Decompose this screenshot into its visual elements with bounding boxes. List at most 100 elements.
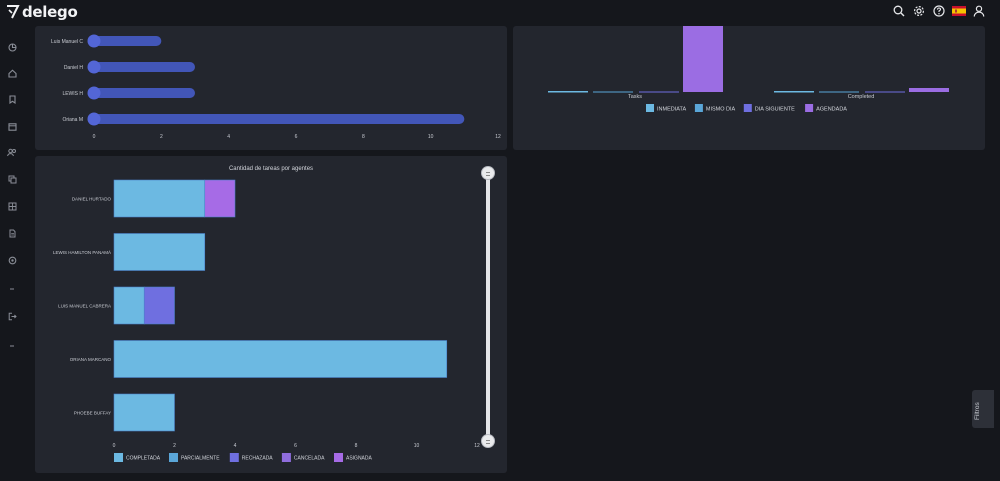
bar-segment [113, 179, 206, 218]
y-tick-label: LUIS MANUEL CABRERA [58, 304, 111, 309]
legend-label: COMPLETADA [126, 456, 161, 462]
calendar-icon[interactable] [6, 120, 18, 132]
x-tick-label: 2 [160, 134, 163, 140]
bar [94, 62, 195, 72]
range-slider-handle-bottom[interactable] [481, 434, 495, 448]
bar-segment [143, 286, 175, 325]
bar-tasks-inmediata [548, 91, 588, 93]
bar-start-marker [87, 34, 101, 48]
x-tick-label: 0 [93, 134, 96, 140]
filters-tab-label: Filtros [974, 402, 981, 420]
settings-icon[interactable] [6, 254, 18, 266]
bar-start-marker [87, 112, 101, 126]
tasks-status-chart: Tasks Completed INMEDIATA MISMO DIA DIA SIGU… [548, 26, 949, 113]
bookmark-icon[interactable] [6, 93, 18, 105]
y-tick-label: Luis Manuel C [51, 39, 83, 45]
x-tick-label: Completed [848, 94, 875, 100]
legend-swatch [743, 104, 752, 112]
x-tick-label: 12 [495, 134, 501, 140]
range-slider[interactable] [481, 166, 495, 448]
legend-swatch [169, 453, 178, 462]
x-tick-label: 10 [414, 443, 420, 449]
x-tick-label: 4 [234, 443, 237, 449]
tasks-per-agent-panel: Cantidad de tareas por agentes DANIEL HUR… [35, 156, 507, 473]
grid-icon[interactable] [6, 200, 18, 212]
legend-swatch [281, 453, 291, 462]
legend-label: RECHAZADA [242, 456, 274, 462]
legend-label: ASIGNADA [346, 456, 373, 462]
gear-icon[interactable] [912, 4, 926, 18]
y-tick-label: ORIANA MARCANO [70, 357, 112, 362]
bar-segment [113, 340, 448, 378]
x-tick-label: 8 [362, 134, 365, 140]
bar-tasks-mismo-dia [593, 91, 633, 93]
flag-es-icon[interactable] [952, 4, 966, 18]
range-slider-handle-top[interactable] [481, 166, 495, 180]
document-icon[interactable] [6, 227, 18, 239]
legend-label: DIA SIGUIENTE [755, 107, 795, 113]
user-icon[interactable] [972, 4, 986, 18]
tasks-status-panel: Tasks Completed INMEDIATA MISMO DIA DIA SIGU… [513, 26, 985, 150]
dashboard-icon[interactable] [6, 41, 18, 53]
bar-segment [113, 233, 206, 271]
legend-swatch [334, 453, 343, 462]
x-tick-label: 4 [227, 134, 230, 140]
legend-label: INMEDIATA [657, 107, 686, 113]
bar-completed-agendada [909, 88, 949, 92]
bar-segment [204, 179, 236, 218]
app-logo[interactable]: delego [6, 3, 78, 21]
bar-tasks-dia-siguiente [639, 91, 679, 93]
legend-label: CANCELADA [294, 456, 325, 462]
chart-title: Cantidad de tareas por agentes [229, 166, 313, 172]
delego-logo-icon [7, 5, 20, 19]
dash-icon [6, 340, 18, 352]
x-tick-label: 6 [294, 443, 297, 449]
bar [94, 114, 465, 124]
x-tick-label: Tasks [628, 94, 642, 100]
header-actions [892, 4, 986, 18]
bar-completed-mismo-dia [819, 91, 859, 93]
legend-label: PARCIALMENTE [181, 456, 220, 462]
x-tick-label: 8 [355, 443, 358, 449]
logout-icon[interactable] [6, 310, 18, 322]
x-tick-label: 6 [295, 134, 298, 140]
legend-swatch [694, 104, 703, 112]
sidebar [0, 24, 26, 481]
range-slider-track[interactable] [486, 172, 490, 440]
bar-completed-dia-siguiente [865, 91, 905, 93]
search-icon[interactable] [892, 4, 906, 18]
y-tick-label: Daniel H [64, 65, 84, 71]
bar-tasks-agendada [683, 26, 723, 92]
x-tick-label: 12 [474, 443, 480, 449]
legend-swatch [646, 104, 654, 112]
filters-tab[interactable]: Filtros [972, 390, 994, 428]
legend-swatch [805, 104, 814, 112]
dash-icon [6, 283, 18, 295]
home-icon[interactable] [6, 67, 18, 79]
y-tick-label: PHOEBE BUFFAY [74, 411, 111, 416]
help-icon[interactable] [932, 4, 946, 18]
legend-swatch [114, 453, 123, 462]
bar-segment [113, 286, 145, 325]
y-tick-label: Oriana M [62, 117, 83, 123]
bar-completed-inmediata [774, 91, 814, 93]
bar-segment [113, 393, 175, 432]
legend-label: AGENDADA [816, 107, 847, 113]
x-tick-label: 10 [428, 134, 434, 140]
users-icon[interactable] [6, 146, 18, 158]
legend-swatch [229, 453, 239, 462]
app-name: delego [22, 3, 78, 21]
tasks-per-agent-chart: Cantidad de tareas por agentes DANIEL HUR… [53, 166, 480, 462]
bar [94, 88, 195, 98]
agents-bar-panel: Luis Manuel C Daniel H LEWIS H Oriana M 0 2 4 6… [35, 26, 507, 150]
bar-start-marker [87, 60, 101, 74]
y-tick-label: LEWIS HAMILTON PANAMÁ [53, 249, 111, 255]
agents-bar-chart: Luis Manuel C Daniel H LEWIS H Oriana M 0 2 4 6… [51, 34, 501, 140]
x-tick-label: 0 [113, 443, 116, 449]
top-bar: delego [0, 0, 1000, 24]
bar [94, 36, 162, 46]
copy-icon[interactable] [6, 173, 18, 185]
y-tick-label: DANIEL HURTADO [72, 197, 112, 202]
bar-start-marker [87, 86, 101, 100]
y-tick-label: LEWIS H [62, 91, 83, 97]
